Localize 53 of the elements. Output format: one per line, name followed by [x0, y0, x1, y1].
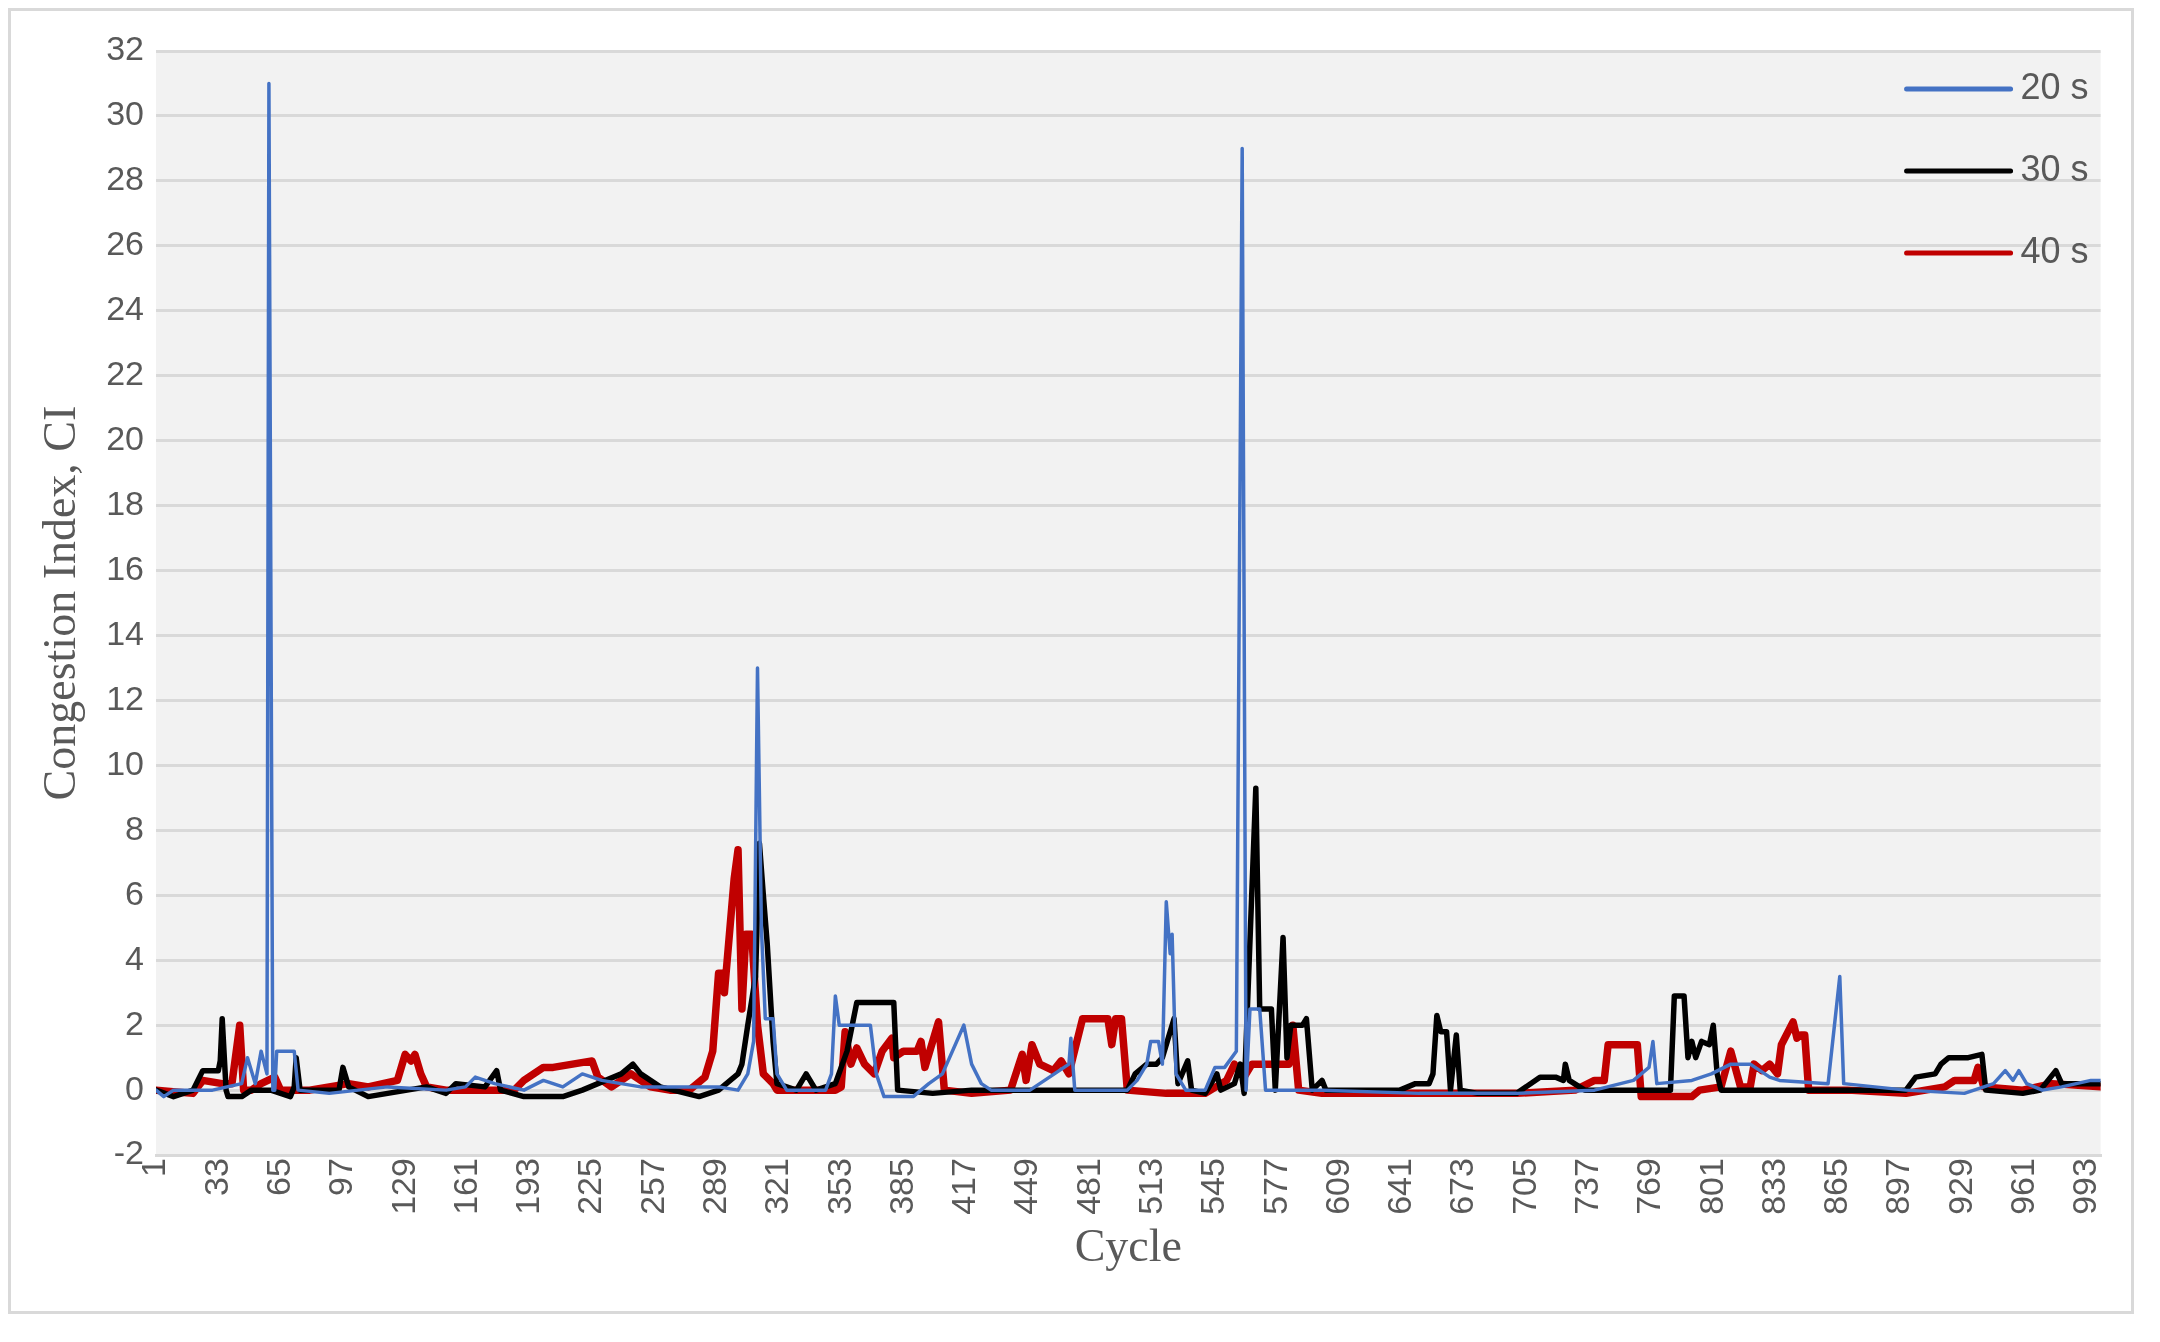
y-tick-label: 22: [106, 354, 145, 393]
x-tick-label: 257: [632, 1158, 671, 1215]
y-axis-title: Congestion Index, CI: [33, 405, 85, 801]
x-tick-label: 353: [819, 1158, 858, 1215]
x-axis-title: Cycle: [1074, 1220, 1182, 1272]
y-tick-label: 8: [125, 808, 145, 847]
x-tick-label: 673: [1442, 1158, 1481, 1215]
y-tick-label: 30: [106, 94, 145, 133]
x-tick-label: 609: [1317, 1158, 1356, 1215]
y-tick-label: 0: [125, 1068, 145, 1107]
y-tick-label: 14: [106, 613, 145, 652]
y-tick-label: 4: [125, 938, 145, 977]
y-tick-label: 6: [125, 873, 145, 912]
x-tick-label: 417: [944, 1158, 983, 1215]
x-tick-label: 129: [383, 1158, 422, 1215]
x-tick-label: 33: [196, 1158, 235, 1196]
x-tick-label: 833: [1753, 1158, 1792, 1215]
legend-label: 40 s: [2020, 229, 2089, 271]
x-tick-label: 577: [1255, 1158, 1294, 1215]
legend-label: 20 s: [2020, 65, 2089, 107]
x-tick-label: 545: [1193, 1158, 1232, 1215]
legend-label: 30 s: [2020, 147, 2089, 189]
x-tick-label: 193: [508, 1158, 547, 1215]
y-tick-label: 24: [106, 289, 145, 328]
x-tick-label: 705: [1504, 1158, 1543, 1215]
x-tick-label: 993: [2065, 1158, 2104, 1215]
x-tick-label: 769: [1629, 1158, 1668, 1215]
y-tick-label: 32: [106, 29, 145, 68]
x-tick-label: 481: [1068, 1158, 1107, 1215]
x-tick-label: 929: [1940, 1158, 1979, 1215]
y-tick-label: 16: [106, 548, 145, 587]
x-tick-label: 289: [695, 1158, 733, 1215]
x-tick-label: 737: [1567, 1158, 1606, 1215]
x-tick-label: 865: [1816, 1158, 1855, 1215]
x-tick-label: 641: [1380, 1158, 1419, 1215]
x-tick-label: 897: [1878, 1158, 1917, 1215]
y-tick-label: 20: [106, 419, 145, 458]
x-tick-label: 385: [881, 1158, 920, 1215]
x-tick-label: 225: [570, 1158, 609, 1215]
y-tick-label: 12: [106, 678, 145, 717]
x-tick-label: 449: [1006, 1158, 1045, 1215]
x-tick-label: 65: [258, 1158, 297, 1196]
y-tick-label: 26: [106, 224, 145, 263]
y-tick-label: 18: [106, 483, 145, 522]
y-tick-label: 10: [106, 743, 145, 782]
x-tick-label: 513: [1131, 1158, 1170, 1215]
x-tick-label: 161: [445, 1158, 484, 1215]
x-tick-label: 801: [1691, 1158, 1730, 1215]
x-tick-label: 961: [2003, 1158, 2042, 1215]
y-tick-label: 2: [125, 1003, 145, 1042]
x-tick-label: 321: [757, 1158, 796, 1215]
y-tick-label: 28: [106, 159, 145, 198]
x-tick-label: 97: [321, 1158, 360, 1196]
